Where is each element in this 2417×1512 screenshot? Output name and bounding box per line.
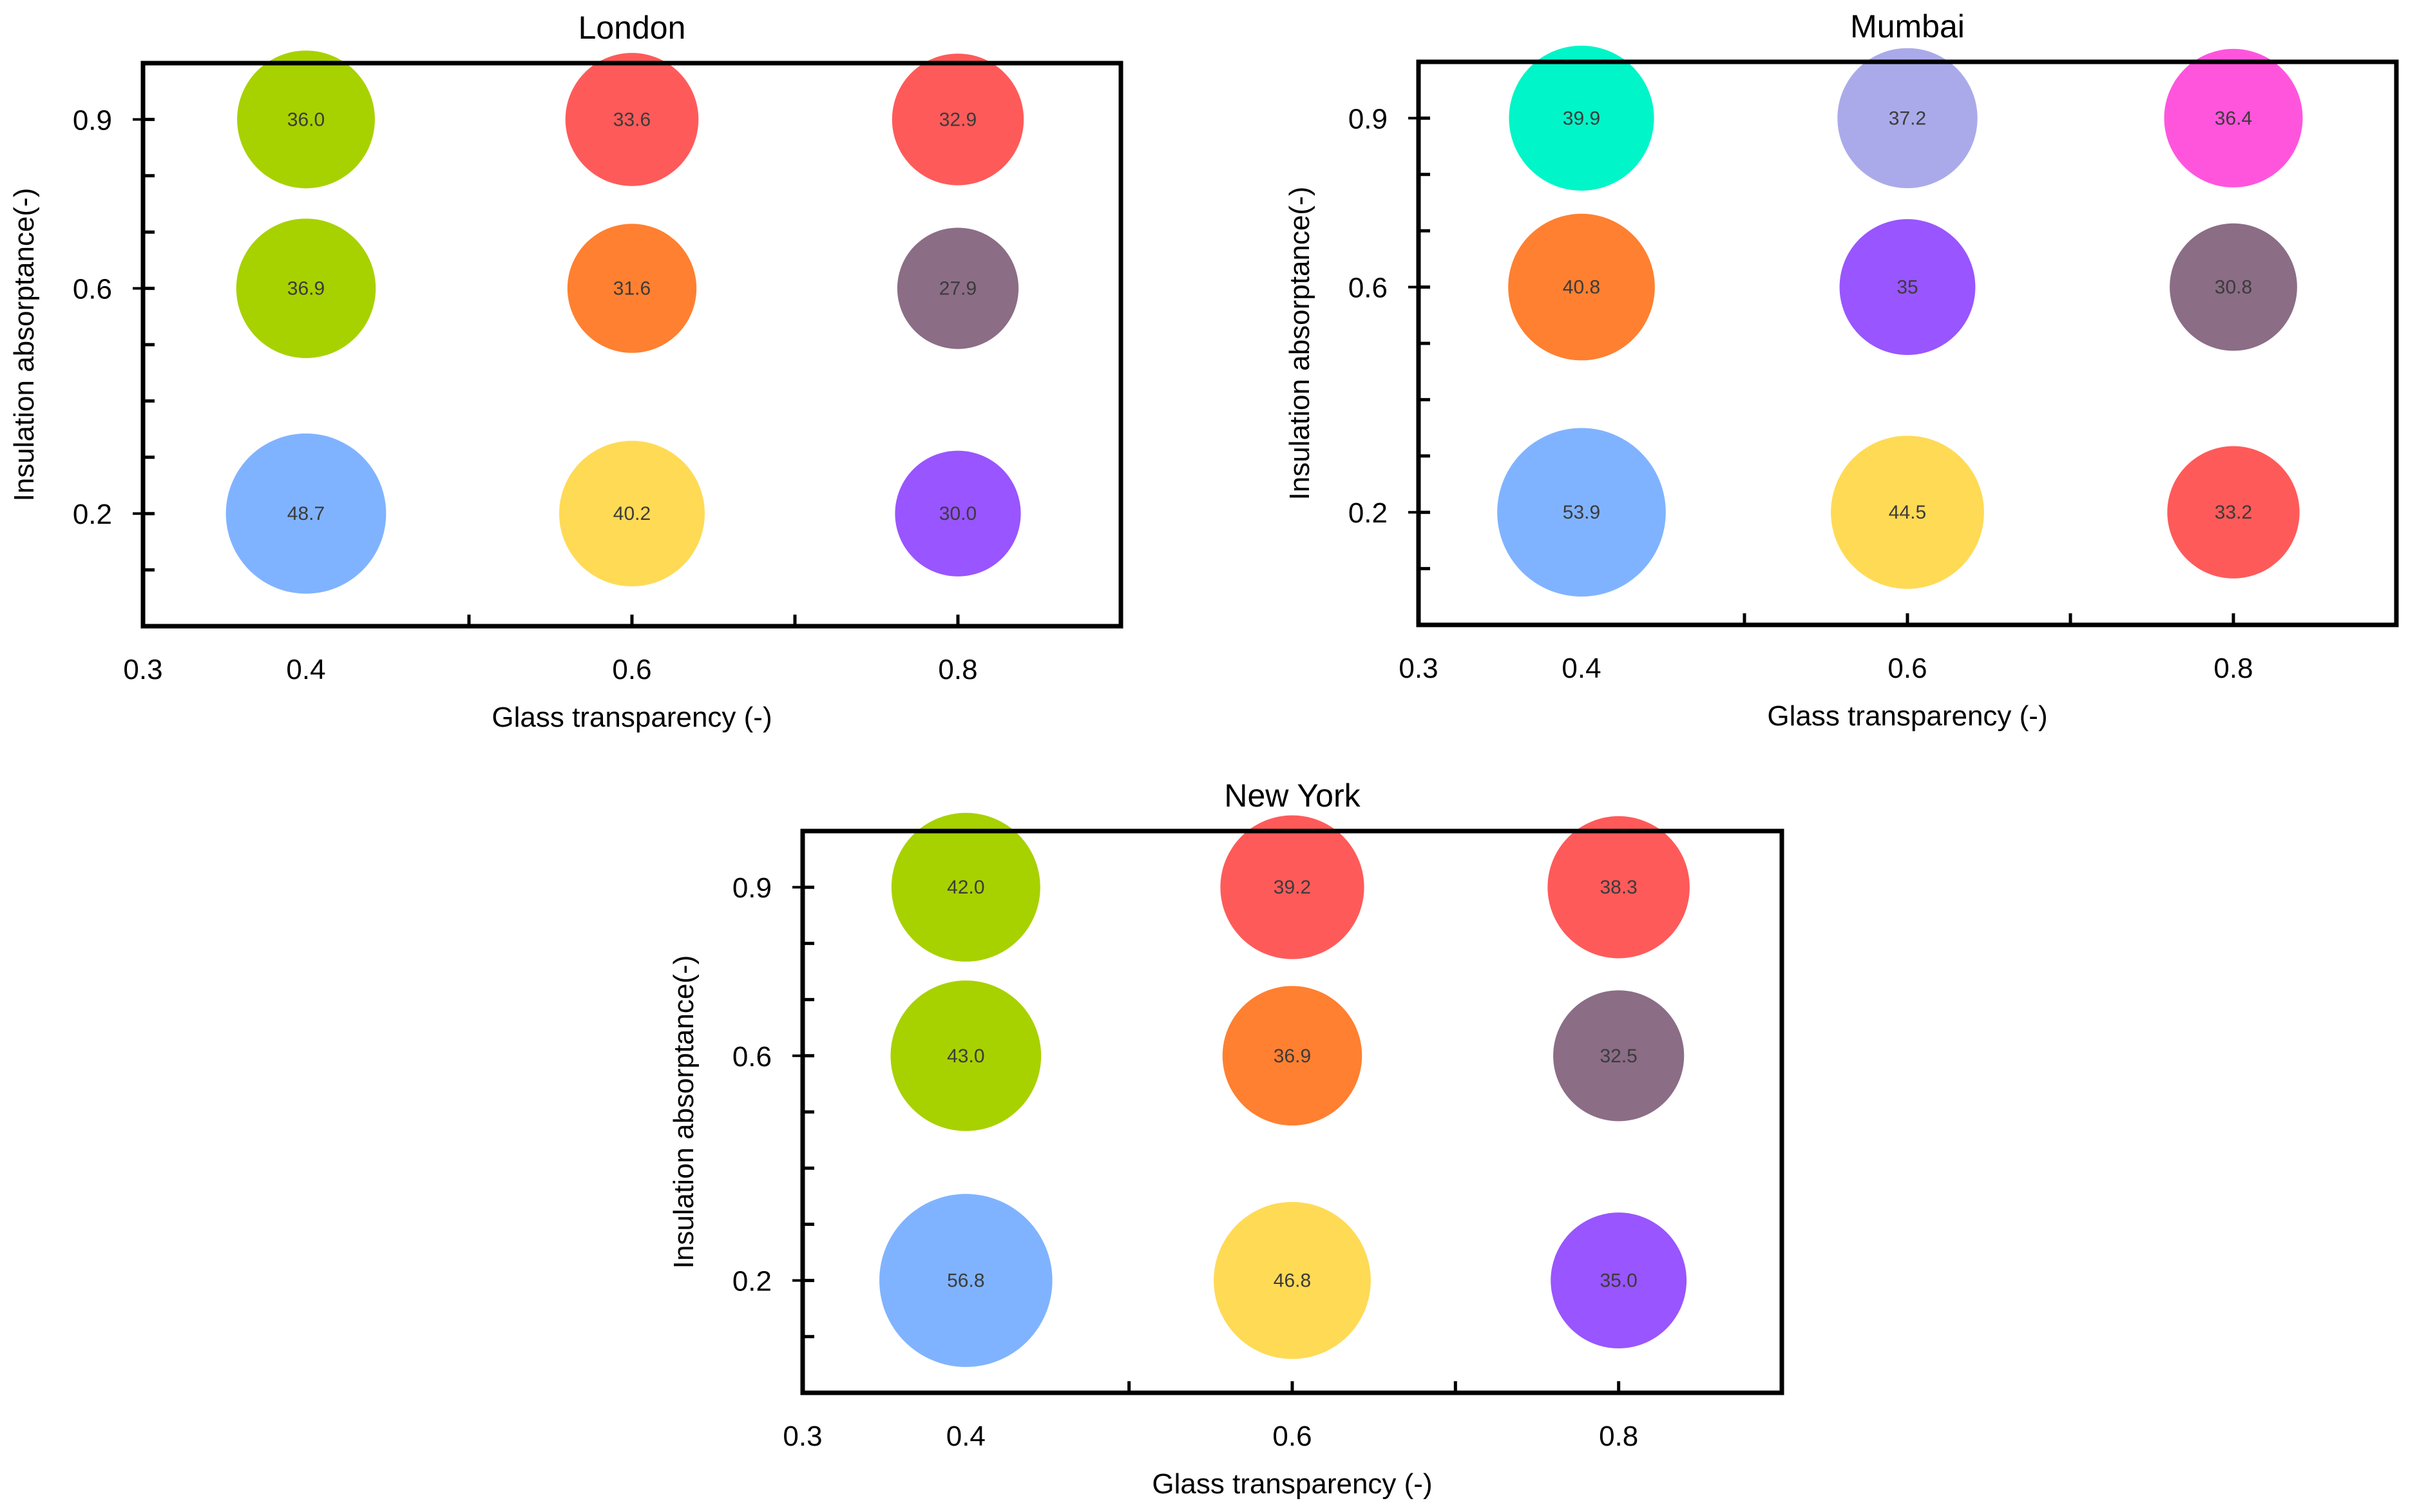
bubble-point (892, 53, 1024, 186)
y-tick-label: 0.9 (1348, 103, 1388, 135)
bubble-value-label: 32.9 (939, 109, 977, 130)
bubble-point (879, 1194, 1053, 1367)
chart-panel-1: Mumbai 39.9 37.2 36.4 40.8 35 30.8 53.9 44.5 33.2… (1284, 8, 2399, 732)
bubble-value-label: 40.2 (613, 503, 651, 524)
bubble-point (1831, 435, 1984, 589)
x-axis-label: Glass transparency (-) (1767, 700, 2047, 732)
bubble-point (1497, 428, 1666, 597)
bubble-value-label: 30.0 (939, 503, 977, 524)
bubble-value-label: 44.5 (1889, 502, 1926, 523)
chart-panel-0: London 36.0 33.6 32.9 36.9 31.6 27.9 48.7 40.2 30… (8, 10, 1123, 733)
bubble-value-label: 35.0 (1600, 1270, 1637, 1292)
bubble-point (1222, 986, 1362, 1126)
bubble-value-label: 40.8 (1563, 277, 1600, 298)
chart-title: New York (1224, 778, 1361, 814)
bubble-value-label: 33.6 (613, 109, 651, 130)
bubble-value-label: 36.9 (1274, 1046, 1311, 1067)
bubble-value-label: 43.0 (947, 1046, 984, 1067)
bubble-point (1551, 1212, 1687, 1349)
bubble-value-label: 37.2 (1889, 108, 1926, 129)
bubble-point (2167, 446, 2300, 579)
bubble-value-label: 53.9 (1563, 502, 1600, 523)
bubble-point (2170, 223, 2297, 351)
x-tick-label: 0.8 (938, 654, 977, 685)
x-tick-label: 0.4 (946, 1421, 986, 1452)
bubble-value-label: 42.0 (947, 877, 984, 898)
x-axis-label: Glass transparency (-) (492, 702, 772, 733)
y-tick-label: 0.2 (732, 1266, 772, 1297)
y-tick-label: 0.2 (73, 499, 112, 530)
bubble-point (1837, 48, 1978, 189)
bubble-point (897, 227, 1019, 349)
bubble-value-label: 30.8 (2215, 277, 2252, 298)
y-tick-label: 0.9 (73, 104, 112, 136)
x-tick-label: 0.4 (286, 654, 325, 685)
bubble-point (565, 53, 699, 186)
x-tick-label: 0.4 (1562, 653, 1601, 684)
bubble-point (891, 812, 1040, 962)
bubble-value-label: 39.9 (1563, 108, 1600, 129)
bubble-value-label: 27.9 (939, 278, 977, 300)
y-tick-label: 0.6 (1348, 273, 1388, 304)
x-tick-label: 0.3 (123, 654, 162, 685)
y-tick-label: 0.6 (73, 274, 112, 305)
y-tick-label: 0.9 (732, 872, 772, 904)
chart-panel-2: New York 42.0 39.2 38.3 43.0 36.9 32.5 56.8 46.8… (668, 778, 1784, 1500)
bubble-point (1553, 990, 1685, 1122)
bubble-point (567, 224, 697, 353)
x-tick-label: 0.6 (1272, 1421, 1312, 1452)
chart-title: London (578, 10, 686, 46)
bubble-point (1508, 213, 1655, 361)
bubble-point (559, 441, 705, 587)
bubble-point (895, 450, 1021, 577)
bubble-point (236, 218, 376, 358)
bubble-value-label: 36.9 (287, 278, 325, 300)
bubble-point (237, 50, 375, 189)
bubble-point (1220, 815, 1364, 959)
y-axis-label: Insulation absorptance(-) (1284, 187, 1315, 501)
bubble-value-label: 46.8 (1274, 1270, 1311, 1292)
x-tick-label: 0.3 (1399, 653, 1438, 684)
bubble-value-label: 39.2 (1274, 877, 1311, 898)
chart-title: Mumbai (1850, 8, 1965, 44)
x-tick-label: 0.8 (2213, 653, 2253, 684)
bubble-point (890, 980, 1042, 1131)
y-axis-label: Insulation absorptance(-) (8, 188, 40, 502)
x-axis-label: Glass transparency (-) (1152, 1468, 1432, 1500)
bubble-value-label: 38.3 (1600, 877, 1637, 898)
bubble-point (2164, 48, 2303, 187)
y-axis-label: Insulation absorptance(-) (668, 955, 700, 1269)
y-tick-label: 0.2 (1348, 497, 1388, 529)
bubble-value-label: 36.0 (287, 109, 325, 130)
x-tick-label: 0.6 (612, 654, 651, 685)
bubble-value-label: 35 (1896, 277, 1918, 298)
bubble-value-label: 56.8 (947, 1270, 984, 1292)
bubble-point (1839, 219, 1976, 356)
bubble-point (1547, 816, 1690, 959)
y-tick-label: 0.6 (732, 1041, 772, 1073)
bubble-value-label: 32.5 (1600, 1046, 1637, 1067)
bubble-point (225, 433, 387, 594)
bubble-value-label: 33.2 (2215, 502, 2252, 523)
x-tick-label: 0.8 (1599, 1421, 1638, 1452)
bubble-value-label: 31.6 (613, 278, 651, 300)
bubble-point (1214, 1201, 1371, 1359)
x-tick-label: 0.6 (1887, 653, 1927, 684)
bubble-point (1509, 45, 1654, 191)
bubble-value-label: 36.4 (2215, 108, 2252, 129)
x-tick-label: 0.3 (783, 1421, 822, 1452)
bubble-value-label: 48.7 (287, 503, 325, 524)
